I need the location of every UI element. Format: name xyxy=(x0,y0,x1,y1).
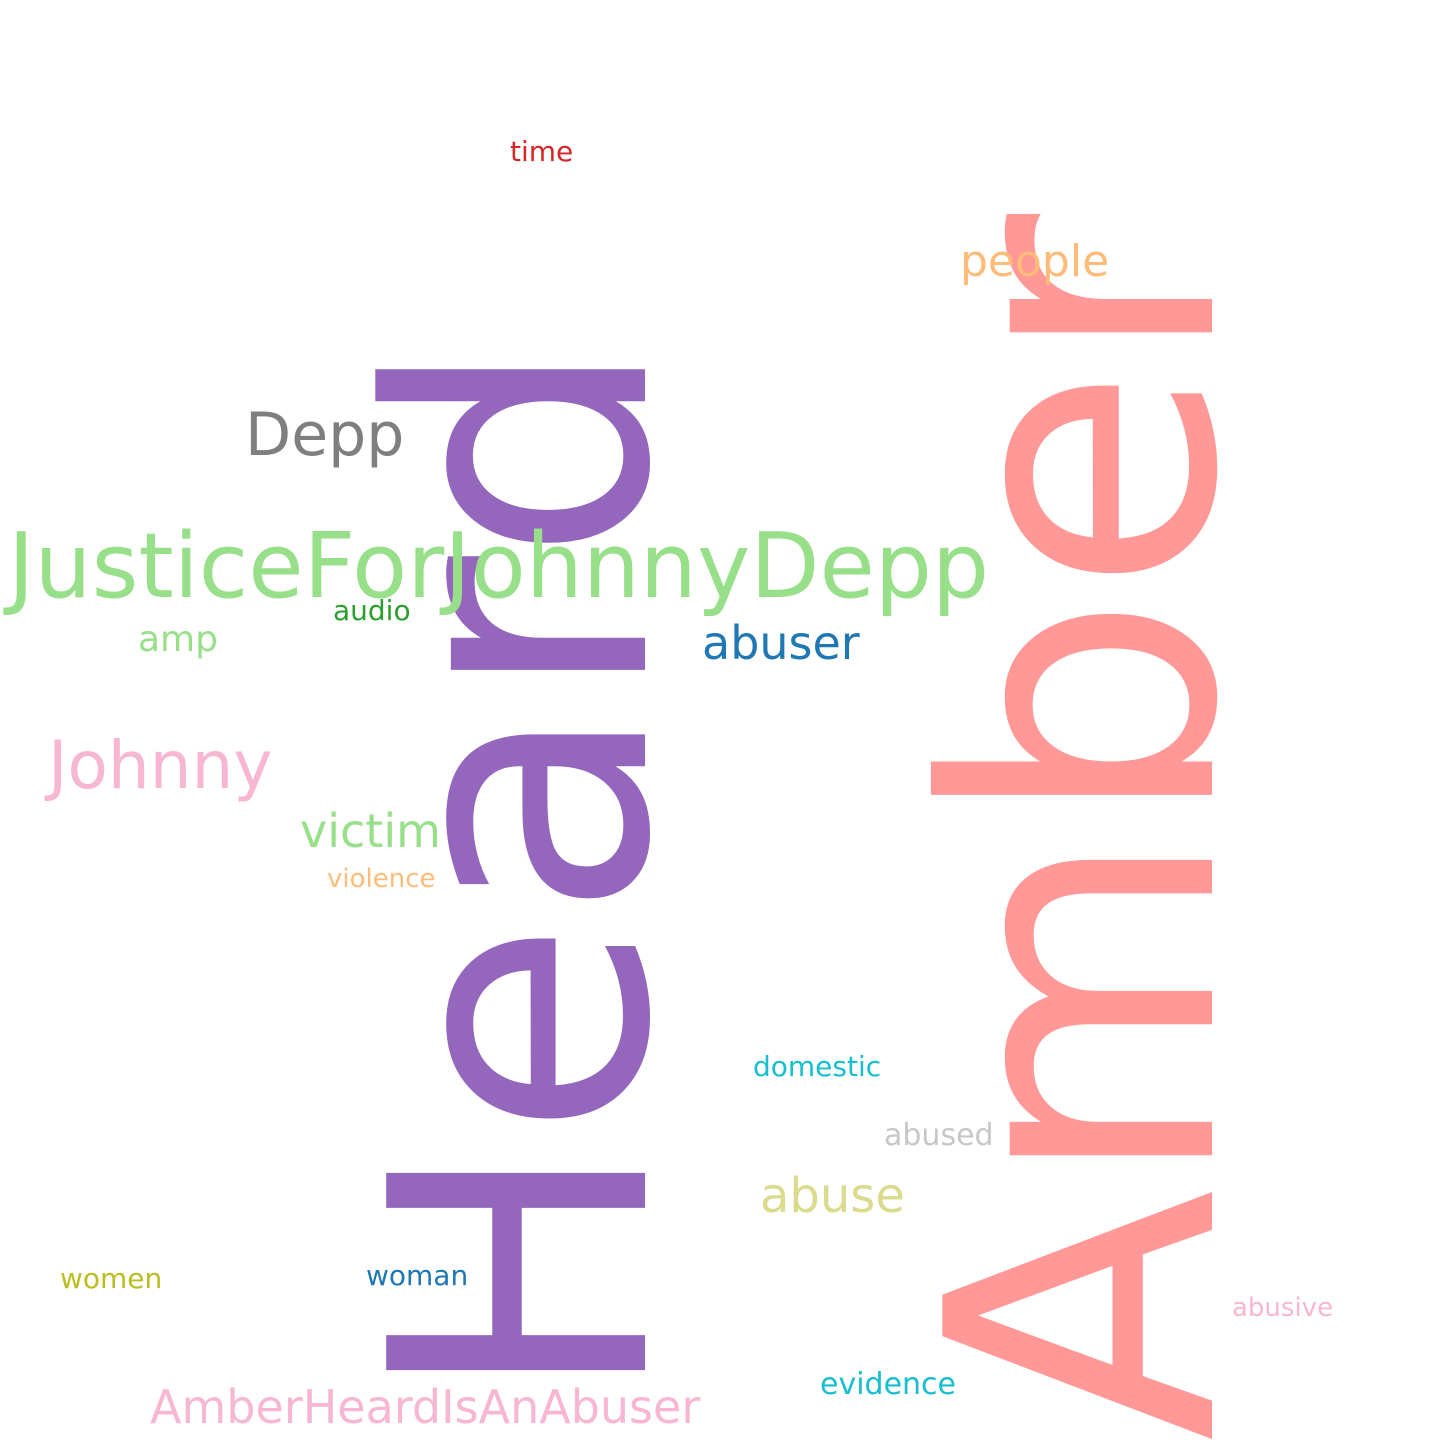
word-violence: violence xyxy=(327,864,436,894)
word-amp: amp xyxy=(138,619,218,660)
word-people: people xyxy=(960,236,1110,287)
word-audio: audio xyxy=(333,594,411,627)
word-abused: abused xyxy=(884,1118,994,1153)
word-victim: victim xyxy=(300,804,441,858)
word-amber: Amber xyxy=(870,213,1300,1440)
word-depp: Depp xyxy=(245,400,405,470)
word-justicefor-johnnydepp: JusticeForJohnnyDepp xyxy=(8,514,990,619)
word-domestic: domestic xyxy=(753,1050,882,1083)
word-evidence: evidence xyxy=(820,1367,957,1402)
word-johnny: Johnny xyxy=(48,727,273,804)
word-time: time xyxy=(510,135,574,168)
word-women: women xyxy=(60,1262,163,1295)
word-abusive: abusive xyxy=(1232,1293,1334,1323)
word-abuse: abuse xyxy=(760,1168,905,1224)
word-amberheardisanabuser: AmberHeardIsAnAbuser xyxy=(150,1380,701,1434)
word-woman: woman xyxy=(366,1259,469,1292)
word-abuser: abuser xyxy=(702,616,860,670)
